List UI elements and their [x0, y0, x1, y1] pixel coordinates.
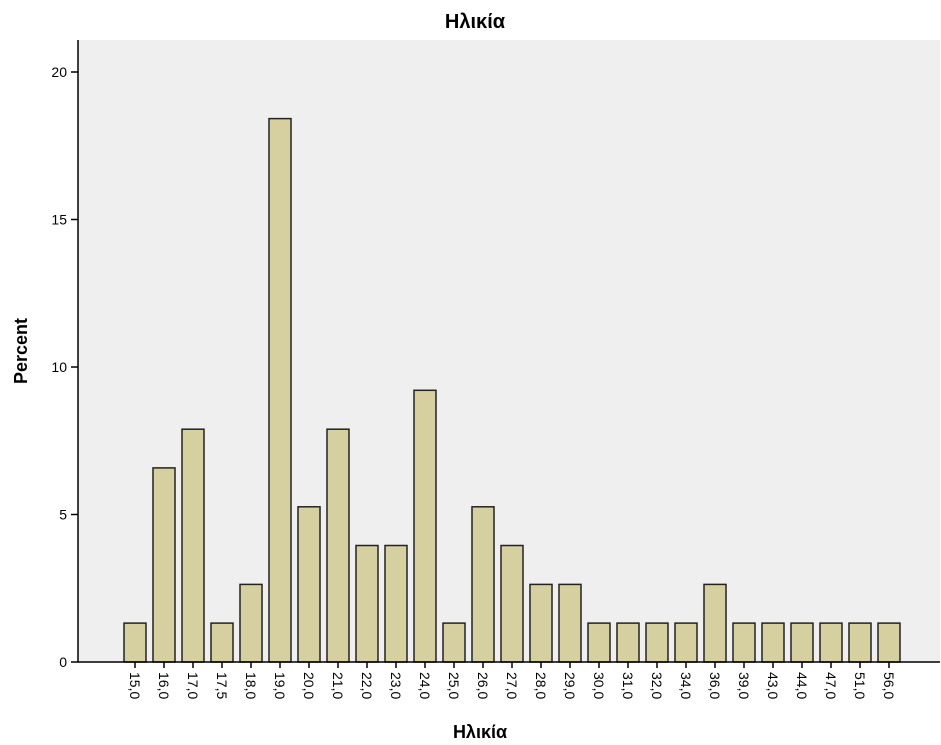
y-axis-label: Percent	[11, 318, 31, 384]
x-tick-label-26,0: 26,0	[475, 672, 491, 699]
x-tick-label-31,0: 31,0	[620, 672, 636, 699]
x-tick-label-47,0: 47,0	[823, 672, 839, 699]
x-tick-label-17,5: 17,5	[214, 672, 230, 699]
bar-39,0	[732, 622, 756, 663]
y-tick-label-0: 0	[59, 654, 67, 670]
bar-23,0	[384, 544, 408, 663]
y-axis: 0 5 10 15 20	[51, 40, 79, 670]
y-tick-label-20: 20	[51, 64, 67, 80]
x-tick-label-25,0: 25,0	[446, 672, 462, 699]
x-tick-label-17,0: 17,0	[185, 672, 201, 699]
x-tick-label-43,0: 43,0	[765, 672, 781, 699]
bar-18,0	[239, 583, 263, 663]
bar-21,0	[326, 428, 350, 663]
bar-36,0	[703, 583, 727, 663]
bar-17,0	[181, 428, 205, 663]
bar-44,0	[790, 622, 814, 663]
x-tick-label-21,0: 21,0	[330, 672, 346, 699]
x-tick-label-39,0: 39,0	[736, 672, 752, 699]
bar-25,0	[442, 622, 466, 663]
x-tick-label-18,0: 18,0	[243, 672, 259, 699]
bar-29,0	[558, 583, 582, 663]
x-tick-label-34,0: 34,0	[678, 672, 694, 699]
bar-51,0	[848, 622, 872, 663]
bar-17,5	[210, 622, 234, 663]
x-tick-label-20,0: 20,0	[301, 672, 317, 699]
x-axis-label: Ηλικία	[453, 722, 507, 742]
x-tick-label-28,0: 28,0	[533, 672, 549, 699]
y-tick-label-5: 5	[59, 507, 67, 523]
bars-group	[123, 117, 901, 663]
bar-34,0	[674, 622, 698, 663]
y-tick-label-10: 10	[51, 359, 67, 375]
bar-16,0	[152, 467, 176, 663]
bar-43,0	[761, 622, 785, 663]
x-tick-label-22,0: 22,0	[359, 672, 375, 699]
bar-32,0	[645, 622, 669, 663]
bar-26,0	[471, 506, 495, 663]
x-tick-label-16,0: 16,0	[156, 672, 172, 699]
x-tick-label-44,0: 44,0	[794, 672, 810, 699]
x-tick-label-56,0: 56,0	[881, 672, 897, 699]
x-tick-label-19,0: 19,0	[272, 672, 288, 699]
bar-27,0	[500, 544, 524, 663]
bar-56,0	[877, 622, 901, 663]
bar-20,0	[297, 506, 321, 663]
x-tick-label-51,0: 51,0	[852, 672, 868, 699]
x-tick-label-29,0: 29,0	[562, 672, 578, 699]
bar-22,0	[355, 544, 379, 663]
bar-24,0	[413, 389, 437, 663]
x-tick-label-30,0: 30,0	[591, 672, 607, 699]
bar-19,0	[268, 117, 292, 663]
y-tick-label-15: 15	[51, 212, 67, 228]
bar-15,0	[123, 622, 147, 663]
x-axis: 15,0 16,0 17,0 17,5 18,0 19,0 20,0 21,0 22,0 23,0…	[78, 661, 940, 699]
x-tick-label-36,0: 36,0	[707, 672, 723, 699]
x-tick-label-32,0: 32,0	[649, 672, 665, 699]
bar-30,0	[587, 622, 611, 663]
x-tick-label-24,0: 24,0	[417, 672, 433, 699]
bar-28,0	[529, 583, 553, 663]
chart-title: Ηλικία	[445, 11, 506, 33]
x-tick-label-23,0: 23,0	[388, 672, 404, 699]
x-tick-label-27,0: 27,0	[504, 672, 520, 699]
bar-31,0	[616, 622, 640, 663]
bar-47,0	[819, 622, 843, 663]
x-tick-label-15,0: 15,0	[127, 672, 143, 699]
